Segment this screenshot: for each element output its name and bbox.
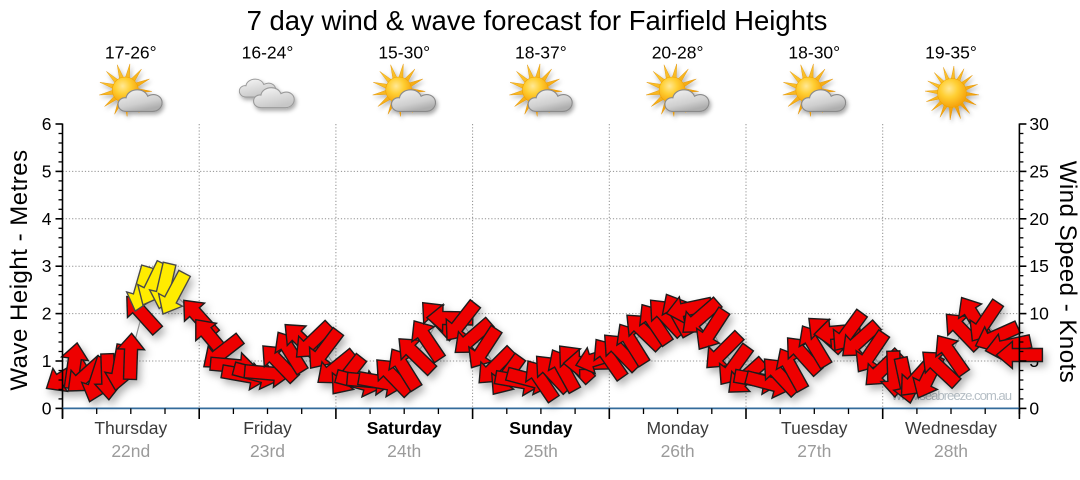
- svg-text:Monday: Monday: [646, 418, 709, 438]
- svg-text:Wednesday: Wednesday: [905, 418, 997, 438]
- svg-text:17-26°: 17-26°: [105, 43, 157, 63]
- svg-text:5: 5: [42, 161, 52, 181]
- svg-text:Saturday: Saturday: [367, 418, 442, 438]
- svg-text:Friday: Friday: [243, 418, 292, 438]
- svg-text:24th: 24th: [387, 441, 421, 461]
- svg-text:20-28°: 20-28°: [652, 43, 704, 63]
- svg-text:19-35°: 19-35°: [925, 43, 977, 63]
- svg-text:Wave Height - Metres: Wave Height - Metres: [6, 149, 33, 390]
- svg-text:15-30°: 15-30°: [378, 43, 430, 63]
- svg-text:Tuesday: Tuesday: [781, 418, 848, 438]
- svg-text:25th: 25th: [524, 441, 558, 461]
- svg-text:22nd: 22nd: [111, 441, 150, 461]
- svg-text:Thursday: Thursday: [94, 418, 167, 438]
- svg-text:27th: 27th: [797, 441, 831, 461]
- svg-text:18-30°: 18-30°: [788, 43, 840, 63]
- svg-text:Sunday: Sunday: [509, 418, 572, 438]
- svg-text:Wind Speed - Knots: Wind Speed - Knots: [1054, 161, 1080, 383]
- svg-text:16-24°: 16-24°: [242, 43, 294, 63]
- svg-text:26th: 26th: [661, 441, 695, 461]
- svg-text:25: 25: [1029, 161, 1048, 181]
- svg-text:7 day wind & wave forecast for: 7 day wind & wave forecast for Fairfield…: [247, 5, 828, 36]
- svg-text:6: 6: [42, 114, 52, 134]
- svg-text:18-37°: 18-37°: [515, 43, 567, 63]
- svg-text:3: 3: [42, 256, 52, 276]
- svg-text:1: 1: [42, 351, 52, 371]
- svg-text:28th: 28th: [934, 441, 968, 461]
- svg-text:4: 4: [42, 209, 52, 229]
- svg-text:23rd: 23rd: [250, 441, 285, 461]
- svg-text:20: 20: [1029, 209, 1049, 229]
- svg-text:10: 10: [1029, 304, 1049, 324]
- svg-text:0: 0: [1029, 398, 1039, 418]
- svg-text:2: 2: [42, 304, 52, 324]
- svg-text:15: 15: [1029, 256, 1048, 276]
- svg-text:30: 30: [1029, 114, 1049, 134]
- svg-text:0: 0: [42, 398, 52, 418]
